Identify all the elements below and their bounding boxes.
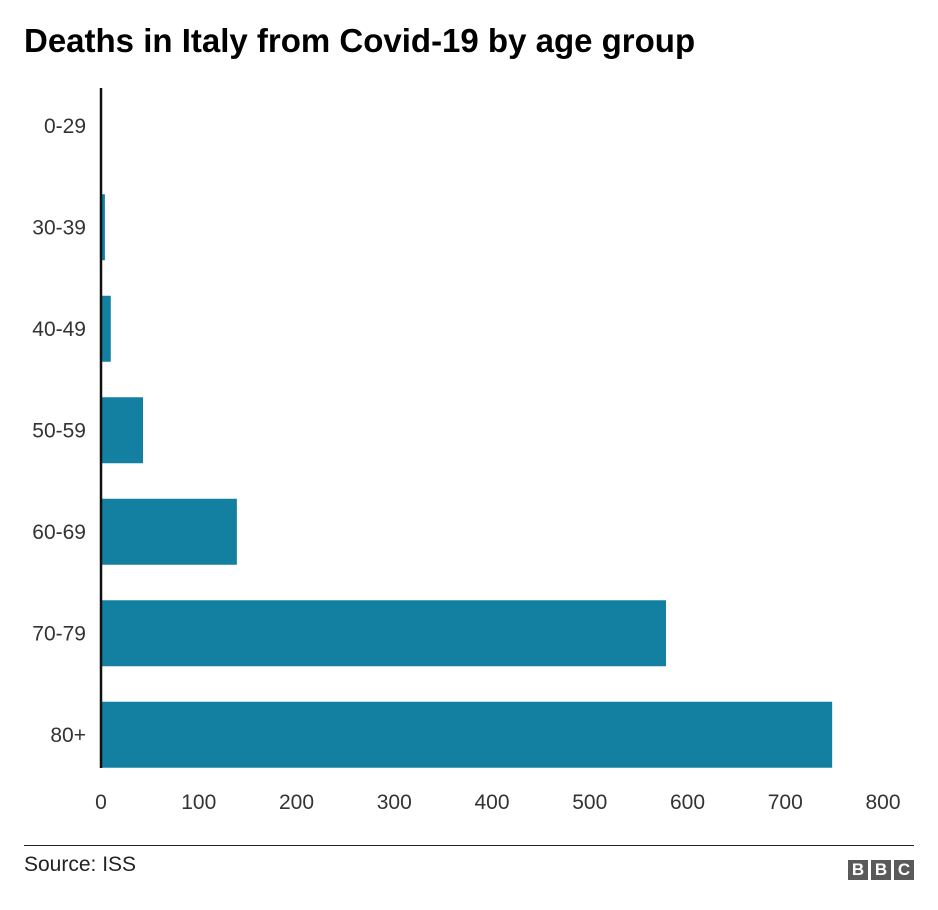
y-tick-label: 70-79	[32, 622, 86, 645]
bar-70-79	[101, 600, 666, 667]
bar-40-49	[101, 295, 111, 362]
logo-letter: B	[871, 860, 891, 880]
x-tick-label: 700	[768, 791, 803, 814]
x-tick-label: 200	[279, 791, 314, 814]
y-tick-label: 60-69	[32, 521, 86, 544]
x-tick-label: 300	[377, 791, 412, 814]
y-tick-label: 80+	[50, 724, 86, 747]
footer-divider	[24, 845, 914, 846]
x-tick-label: 600	[670, 791, 705, 814]
logo-letter: C	[894, 860, 914, 880]
bars-group	[101, 194, 833, 768]
bar-30-39	[101, 194, 105, 261]
bar-50-59	[101, 397, 144, 464]
source-note: Source: ISS	[24, 853, 137, 876]
y-tick-label: 0-29	[44, 115, 86, 138]
x-tick-label: 0	[95, 791, 107, 814]
x-tick-label: 100	[181, 791, 216, 814]
y-tick-label: 30-39	[32, 216, 86, 239]
bar-chart: 0-29 30-39 40-49 50-59 60-69 70-79 80+ 0 100 200…	[32, 88, 901, 814]
y-tick-label: 50-59	[32, 419, 86, 442]
y-tick-label: 40-49	[32, 318, 86, 341]
logo-letter: B	[848, 860, 868, 880]
x-tick-label: 800	[865, 791, 900, 814]
bar-80+	[101, 701, 833, 768]
chart-title: Deaths in Italy from Covid-19 by age gro…	[24, 22, 696, 59]
bbc-logo: B B C	[848, 860, 914, 880]
bar-60-69	[101, 498, 237, 565]
y-axis-labels: 0-29 30-39 40-49 50-59 60-69 70-79 80+	[32, 115, 86, 747]
x-tick-label: 400	[474, 791, 509, 814]
x-axis-labels: 0 100 200 300 400 500 600 700 800	[95, 791, 900, 814]
x-tick-label: 500	[572, 791, 607, 814]
